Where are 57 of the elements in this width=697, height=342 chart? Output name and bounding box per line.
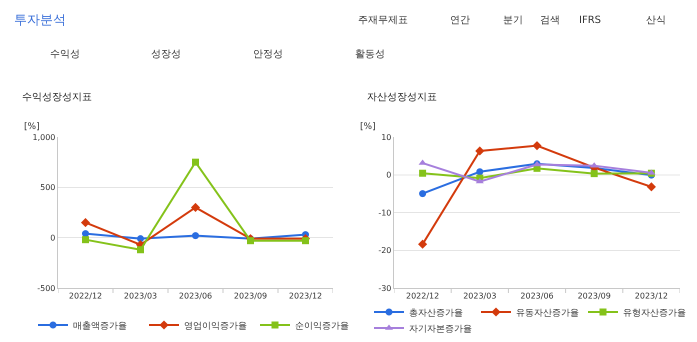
x-tick-label: 2022/12 xyxy=(406,292,440,301)
legend-label: 유형자산증가율 xyxy=(623,308,686,319)
point xyxy=(302,237,309,244)
chart-title: 자산성장성지표 xyxy=(367,92,437,103)
point xyxy=(590,170,598,178)
text: 수익성 xyxy=(50,49,80,60)
y-tick-label: -10 xyxy=(378,208,392,218)
x-tick-label: 2023/09 xyxy=(234,292,268,301)
point xyxy=(475,146,484,156)
x-tick-label: 2023/06 xyxy=(520,292,554,301)
point xyxy=(192,232,199,240)
x-tick-label: 2022/12 xyxy=(68,292,102,301)
point xyxy=(82,236,89,244)
point xyxy=(80,218,90,228)
point xyxy=(532,141,542,150)
text: 분기 xyxy=(503,15,523,26)
legend-label: 자기자본증가율 xyxy=(409,324,472,335)
y-tick-label: 0 xyxy=(386,170,392,180)
legend-label: 유동자산증가율 xyxy=(516,308,579,319)
y-tick-label: 10 xyxy=(381,132,392,142)
y-tick-label: -500 xyxy=(37,284,56,293)
y-tick-label: 0 xyxy=(50,233,56,242)
text: 성장성 xyxy=(151,49,181,60)
point xyxy=(419,190,426,198)
legend-label: 총자산증가율 xyxy=(409,308,463,319)
text: 안정성 xyxy=(253,49,283,60)
y-tick-label: -20 xyxy=(378,246,392,256)
point xyxy=(137,235,144,242)
text: 투자분석 xyxy=(14,13,66,28)
y-tick-label: -30 xyxy=(378,284,392,293)
point xyxy=(190,202,200,212)
chart-title: 수익성장성지표 xyxy=(22,92,92,103)
text: 검색 xyxy=(540,15,560,26)
x-tick-label: 2023/06 xyxy=(178,292,212,301)
point xyxy=(476,168,484,176)
x-tick-label: 2023/12 xyxy=(288,292,322,301)
text: 활동성 xyxy=(355,49,385,60)
point xyxy=(192,158,199,166)
y-axis-title: [%] xyxy=(24,122,40,132)
y-tick-label: 1,000 xyxy=(32,132,56,142)
legend-label: 영업이익증가율 xyxy=(184,322,247,332)
text: 주재무제표 xyxy=(358,15,408,26)
legend-label: 순이익증가율 xyxy=(295,322,349,332)
point xyxy=(418,240,428,249)
x-tick-label: 2023/12 xyxy=(634,292,668,301)
point xyxy=(646,182,656,192)
text: 연간 xyxy=(450,15,470,26)
legend-label: 매출액증가율 xyxy=(73,322,127,332)
point xyxy=(419,170,426,177)
y-axis-title: [%] xyxy=(360,122,376,132)
text: IFRS xyxy=(579,15,601,26)
x-tick-label: 2023/03 xyxy=(124,292,158,301)
y-tick-label: 500 xyxy=(40,183,56,192)
text: 산식 xyxy=(646,15,666,26)
x-tick-label: 2023/03 xyxy=(463,292,496,301)
x-tick-label: 2023/09 xyxy=(578,292,611,301)
point xyxy=(137,246,144,254)
